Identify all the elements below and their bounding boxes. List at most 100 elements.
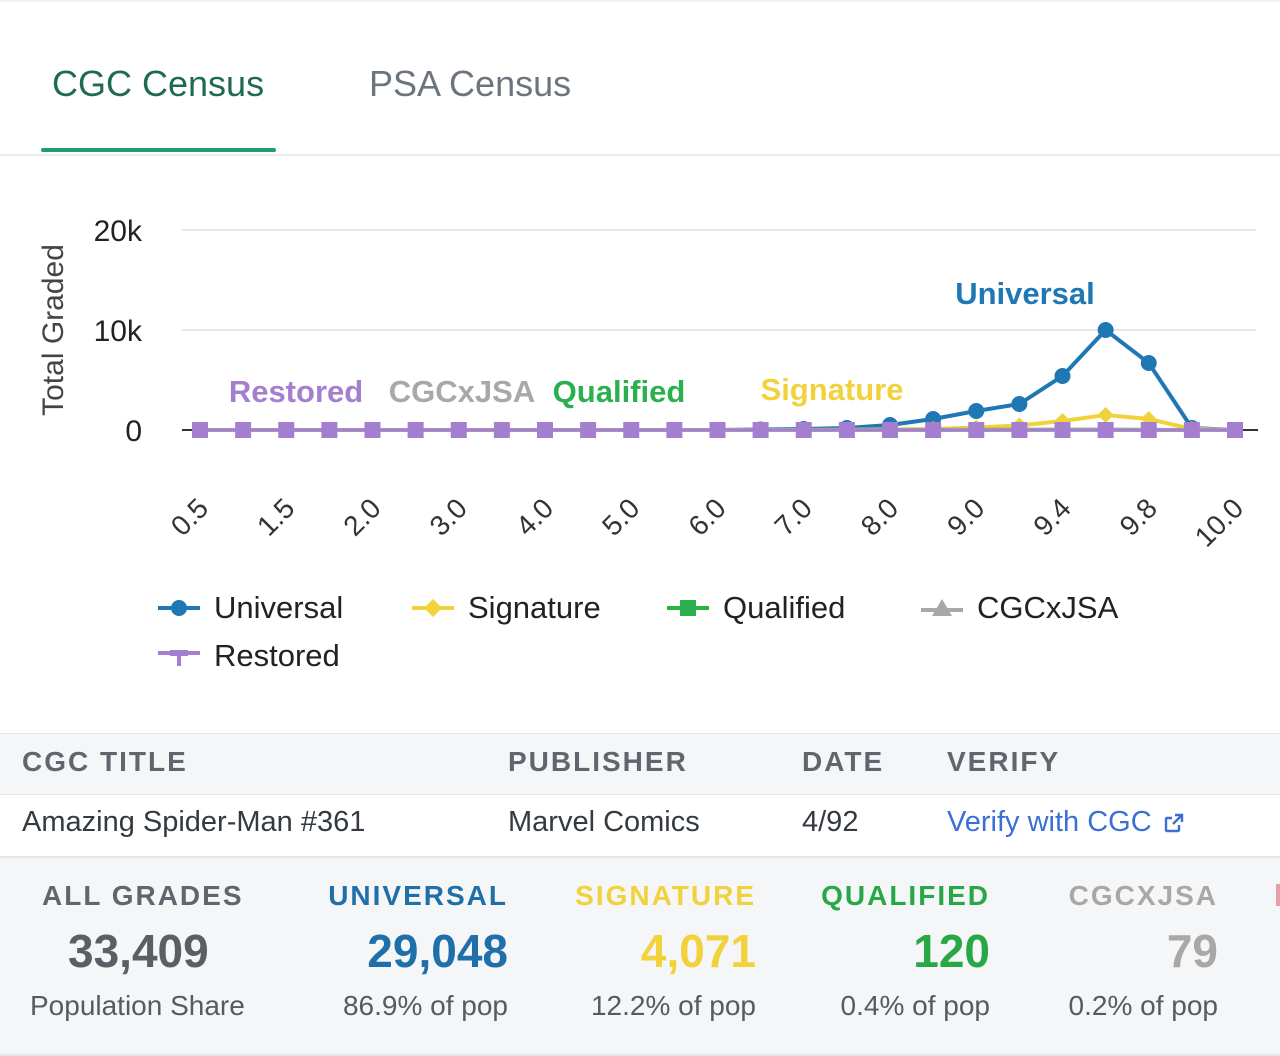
stat-label-signature: SIGNATURE [575, 880, 756, 912]
data-point-universal [968, 403, 984, 419]
legend-square-icon [667, 598, 709, 618]
legend-plus-icon [158, 645, 200, 667]
legend-item-cgcxjsa[interactable]: CGCxJSA [921, 590, 1118, 626]
y-tick-label: 10k [94, 315, 143, 348]
data-point-restored [278, 422, 294, 438]
verify-link-label: Verify with CGC [947, 806, 1152, 839]
data-point-restored [925, 422, 941, 438]
x-tick-label: 1.5 [251, 492, 300, 541]
data-point-universal [1055, 368, 1071, 384]
tab-psa-census[interactable]: PSA Census [369, 60, 571, 108]
data-point-restored [839, 422, 855, 438]
data-point-restored [666, 422, 682, 438]
legend-item-qualified[interactable]: Qualified [667, 590, 845, 626]
column-header-date: DATE [802, 746, 884, 778]
data-point-restored [1055, 422, 1071, 438]
tab-cgc-census[interactable]: CGC Census [52, 60, 264, 108]
stat-value-universal: 29,048 [367, 924, 508, 978]
data-point-restored [1141, 422, 1157, 438]
stat-value-signature: 4,071 [641, 924, 756, 978]
stat-sub-universal: 86.9% of pop [343, 990, 508, 1022]
data-point-restored [753, 422, 769, 438]
data-point-restored [1098, 422, 1114, 438]
census-tabs: CGC Census PSA Census [0, 2, 1280, 156]
x-tick-label: 10.0 [1189, 492, 1249, 552]
stat-sub-signature: 12.2% of pop [591, 990, 756, 1022]
x-tick-label: 5.0 [596, 492, 645, 541]
census-line-chart: Total Graded 0 10k 20k 0.5 1.5 2.0 3.0 4.0 5.0 6.0… [0, 162, 1280, 562]
stat-value-qualified: 120 [913, 924, 990, 978]
x-tick-label: 4.0 [510, 492, 559, 541]
stat-value-all-grades: 33,409 [68, 924, 209, 978]
series-label-restored: Restored [229, 374, 363, 409]
data-point-restored [968, 422, 984, 438]
data-point-restored [235, 422, 251, 438]
data-point-restored [365, 422, 381, 438]
comic-publisher: Marvel Comics [508, 806, 700, 839]
data-point-restored [710, 422, 726, 438]
legend-label-universal: Universal [214, 590, 343, 626]
column-header-verify: VERIFY [947, 746, 1060, 778]
data-point-restored [623, 422, 639, 438]
legend-item-signature[interactable]: Signature [412, 590, 601, 626]
legend-triangle-icon [921, 598, 963, 618]
x-tick-label: 6.0 [682, 492, 731, 541]
legend-label-qualified: Qualified [723, 590, 845, 626]
x-tick-label: 9.4 [1027, 492, 1076, 541]
chart-legend: Universal Signature Qualified CGCxJSA [0, 582, 1280, 692]
legend-item-universal[interactable]: Universal [158, 590, 343, 626]
data-point-restored [321, 422, 337, 438]
stat-label-all-grades: ALL GRADES [42, 880, 244, 912]
next-stat-edge [1276, 884, 1280, 906]
stat-label-universal: UNIVERSAL [328, 880, 508, 912]
x-tick-label: 3.0 [424, 492, 473, 541]
data-point-restored [451, 422, 467, 438]
population-stats: ALL GRADES 33,409 Population Share UNIVE… [0, 858, 1280, 1056]
x-tick-label: 0.5 [165, 492, 214, 541]
series-label-cgcxjsa: CGCxJSA [389, 374, 535, 409]
comic-title: Amazing Spider-Man #361 [22, 806, 365, 839]
data-point-signature [1098, 407, 1114, 423]
legend-circle-icon [158, 598, 200, 618]
verify-with-cgc-link[interactable]: Verify with CGC [947, 806, 1186, 839]
data-point-restored [537, 422, 553, 438]
stat-label-qualified: QUALIFIED [821, 880, 990, 912]
table-header-row: CGC TITLE PUBLISHER DATE VERIFY [0, 733, 1280, 795]
data-point-universal [1141, 355, 1157, 371]
x-tick-label: 9.8 [1114, 492, 1163, 541]
series-label-qualified: Qualified [553, 374, 686, 409]
y-axis-label: Total Graded [37, 244, 70, 416]
data-point-restored [796, 422, 812, 438]
x-tick-label: 8.0 [855, 492, 904, 541]
stat-sub-cgcxjsa: 0.2% of pop [1069, 990, 1218, 1022]
comic-date: 4/92 [802, 806, 858, 839]
data-point-restored [882, 422, 898, 438]
data-point-restored [1184, 422, 1200, 438]
data-point-restored [1011, 422, 1027, 438]
y-tick-label: 20k [94, 215, 143, 248]
series-label-universal: Universal [955, 276, 1095, 311]
data-point-restored [580, 422, 596, 438]
stat-label-cgcxjsa: CGCXJSA [1069, 880, 1218, 912]
x-tick-label: 9.0 [941, 492, 990, 541]
data-point-restored [1227, 422, 1243, 438]
data-point-universal [1011, 396, 1027, 412]
column-header-title: CGC TITLE [22, 746, 188, 778]
y-tick-label: 0 [125, 415, 142, 448]
stat-sub-qualified: 0.4% of pop [841, 990, 990, 1022]
data-point-restored [494, 422, 510, 438]
x-tick-label: 2.0 [337, 492, 386, 541]
stat-value-cgcxjsa: 79 [1167, 924, 1218, 978]
legend-label-signature: Signature [468, 590, 601, 626]
active-tab-indicator [41, 148, 276, 152]
external-link-icon [1162, 811, 1186, 835]
stat-sub-all-grades: Population Share [30, 990, 245, 1022]
legend-diamond-icon [412, 598, 454, 618]
legend-label-restored: Restored [214, 638, 340, 674]
column-header-publisher: PUBLISHER [508, 746, 688, 778]
series-label-signature: Signature [761, 372, 904, 407]
legend-item-restored[interactable]: Restored [158, 638, 340, 674]
legend-label-cgcxjsa: CGCxJSA [977, 590, 1118, 626]
data-point-restored [192, 422, 208, 438]
